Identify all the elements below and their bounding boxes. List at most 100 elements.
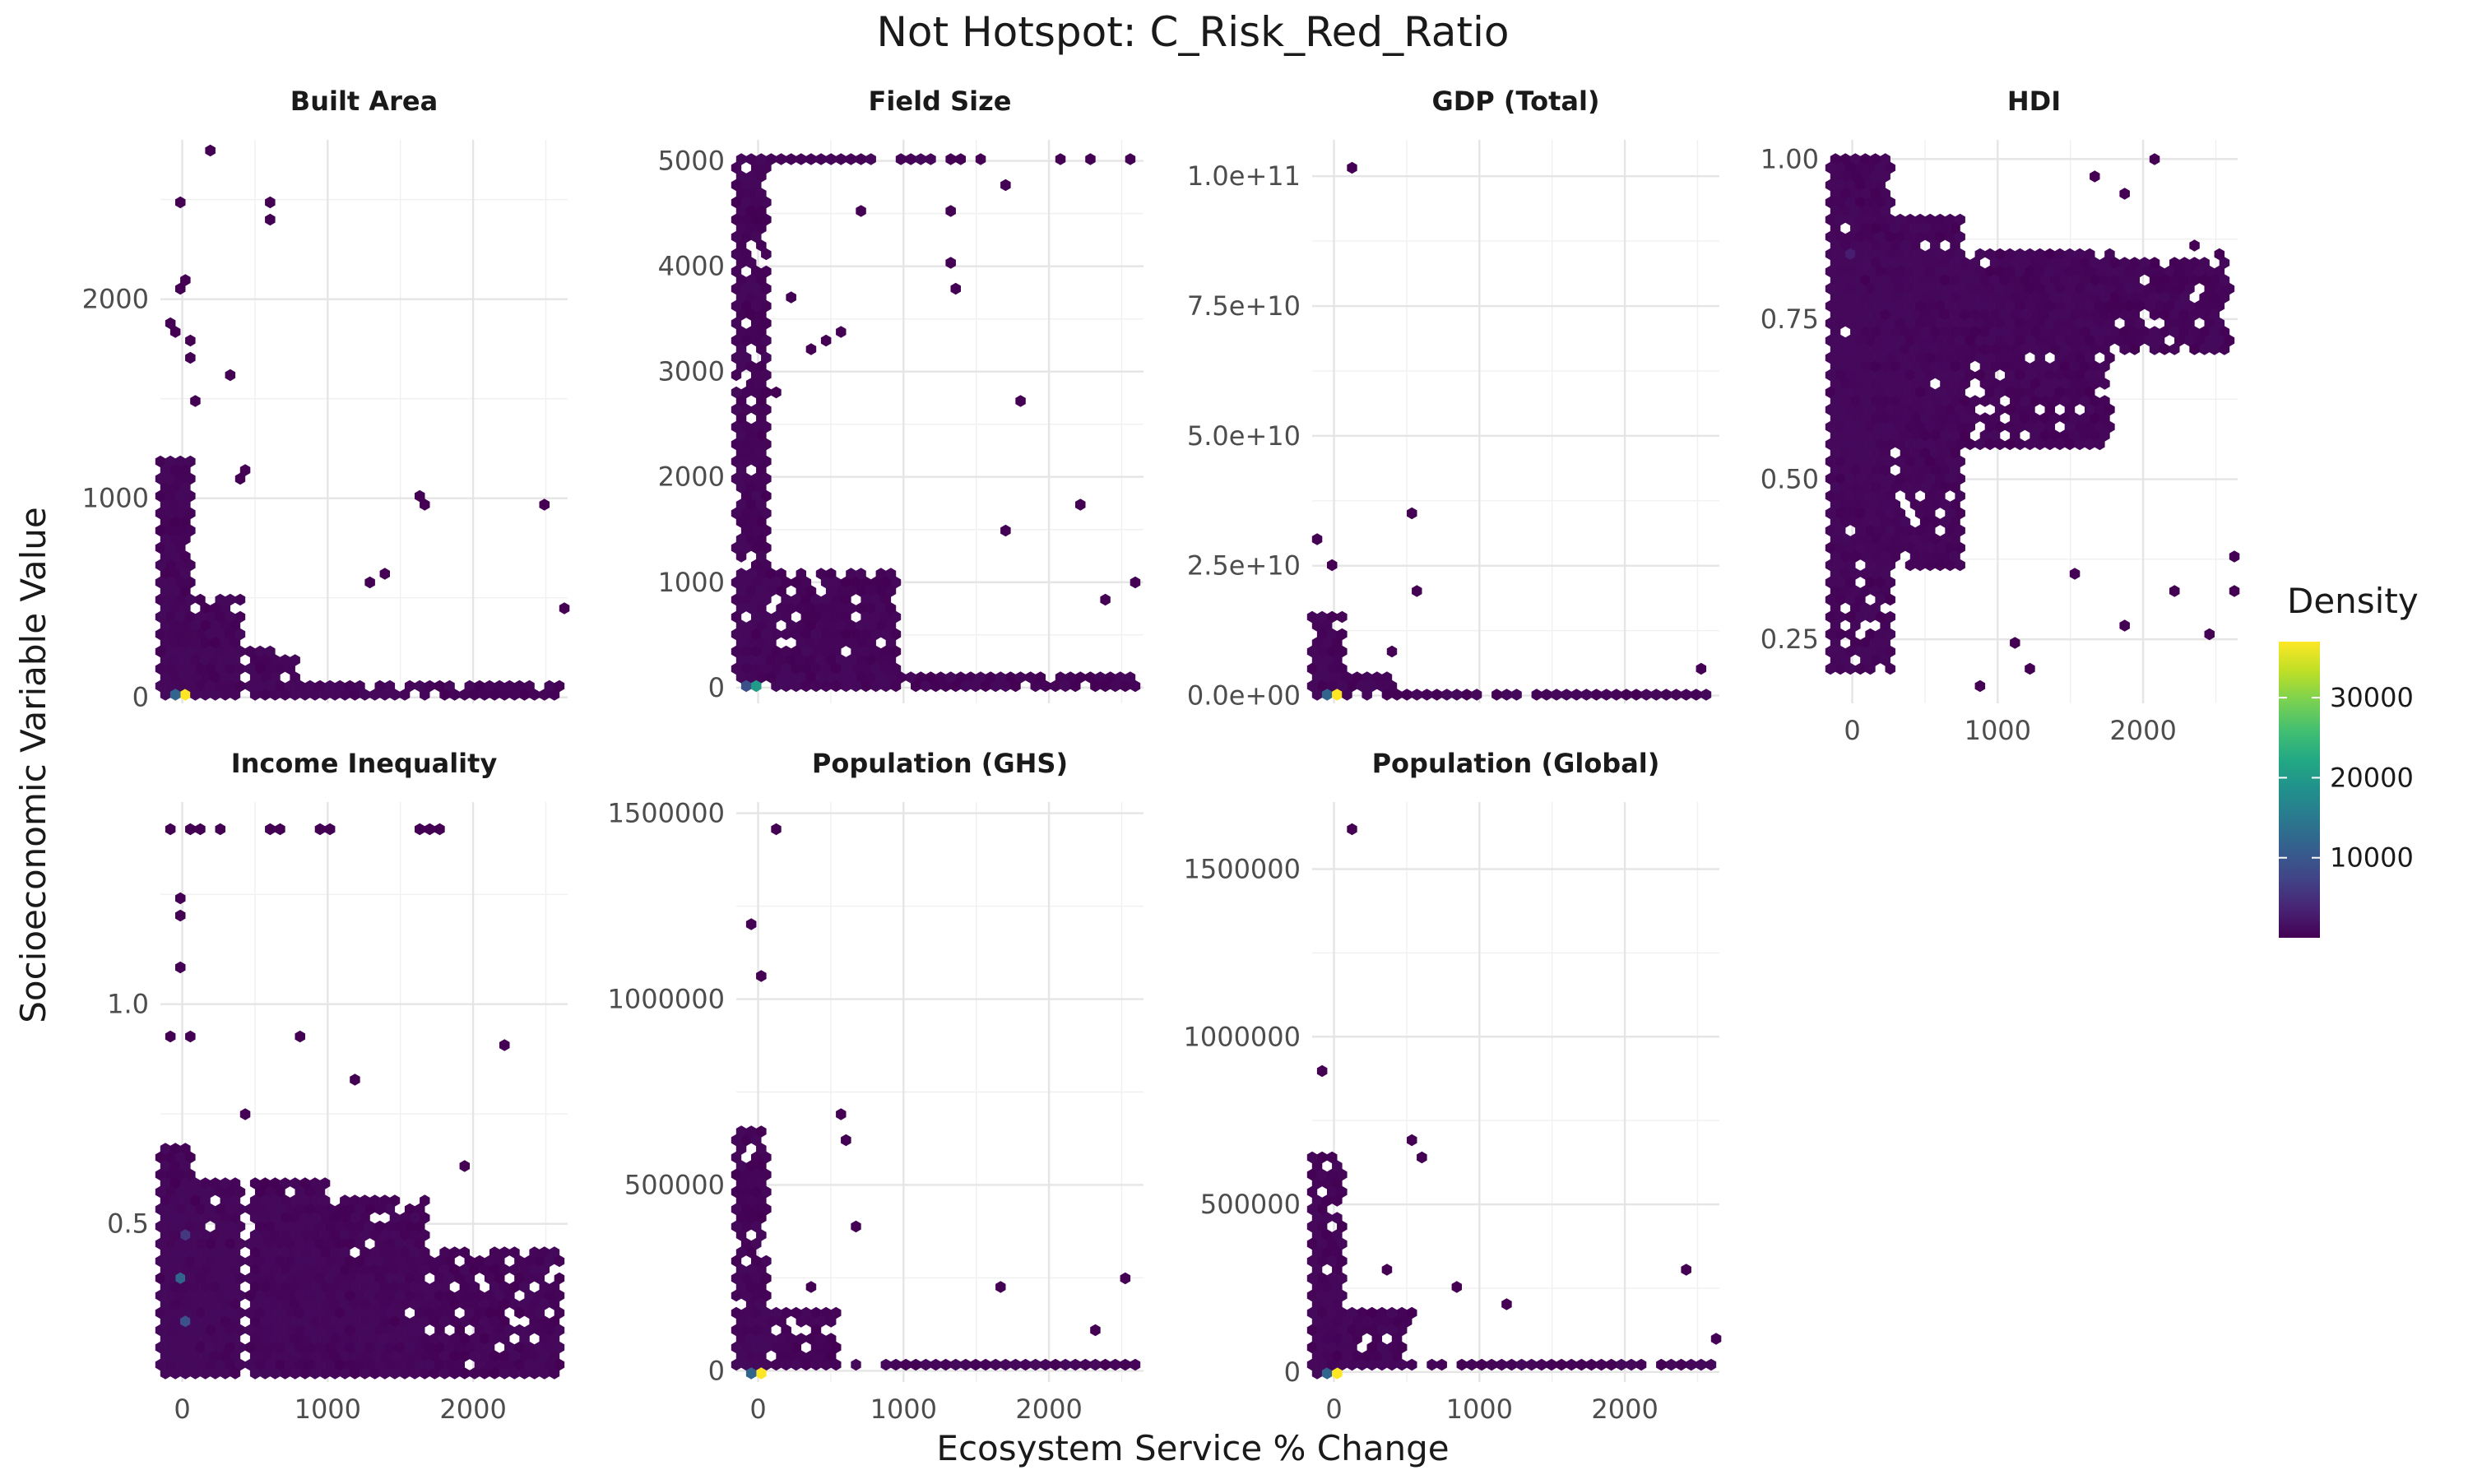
hexbin-cell (309, 1212, 321, 1224)
hexbin-cell (1100, 593, 1111, 606)
y-tick-label: 0 (708, 672, 725, 703)
hexbin-cell (239, 1108, 251, 1120)
hexbin-cell (1979, 274, 1991, 286)
y-tick-label: 1.0 (107, 989, 149, 1020)
hexbin-cell (1362, 689, 1372, 701)
hexbin-cell (1381, 1264, 1393, 1276)
hexbin-cell (345, 1358, 355, 1371)
y-tick-label: 1500000 (1183, 854, 1301, 885)
hexbin-cell (1120, 1272, 1131, 1285)
facet-panel: 0 1000 2000 Built Area (82, 86, 570, 713)
hexbin-cell (1085, 153, 1096, 165)
y-tick-label: 5.0e+10 (1187, 420, 1301, 452)
hexbin-layer (731, 153, 1141, 693)
facet-panel: 0 1000 2000 0.5 1.0 Income Inequality (107, 748, 568, 1425)
hexbin-cell (771, 386, 782, 399)
hexbin-cell (205, 1237, 216, 1250)
y-tick-label: 1000 (82, 483, 149, 514)
hexbin-layer (731, 823, 1141, 1380)
hexbin-cell (155, 628, 166, 641)
hexbin-cell (945, 257, 956, 269)
hexbin-cell (265, 196, 276, 209)
hexbin-cell (926, 153, 936, 165)
hexbin-cell (169, 1177, 181, 1190)
hexbin-cell (825, 1315, 837, 1328)
hexbin-cell (1327, 559, 1338, 572)
facet-strip-label: Built Area (290, 86, 438, 117)
facet-strip-label: Population (GHS) (812, 748, 1068, 779)
y-tick-label: 1.0e+11 (1187, 160, 1301, 192)
hexbin-cell (1919, 360, 1931, 373)
chart-title: Not Hotspot: C_Risk_Red_Ratio (877, 8, 1510, 56)
y-tick-label: 0.50 (1761, 464, 1819, 495)
x-tick-label: 1000 (870, 1394, 937, 1425)
legend-tick-label: 10000 (2330, 842, 2414, 874)
hexbin-cell (2219, 343, 2230, 355)
hexbin-cell (459, 1160, 470, 1172)
hexbin-cell (856, 205, 866, 217)
hexbin-cell (1451, 1281, 1462, 1293)
hexbin-cell (890, 679, 902, 693)
hexbin-cell (234, 472, 246, 485)
hexbin-cell (2169, 585, 2180, 597)
hexbin-cell (449, 689, 460, 701)
hexbin-cell (185, 1030, 196, 1043)
hexbin-cell (244, 1306, 256, 1319)
hexbin-cell (434, 823, 445, 836)
hexbin-cell (230, 1367, 241, 1380)
hexbin-cell (2095, 438, 2105, 451)
hexbin-cell (2010, 343, 2020, 355)
hexbin-cell (1471, 689, 1482, 701)
hexbin-cell (260, 1333, 271, 1345)
hexbin-cell (761, 248, 772, 261)
hexbin-cell (2189, 239, 2200, 252)
y-tick-label: 2000 (658, 461, 725, 493)
hexbin-cell (2034, 334, 2045, 347)
hexbin-cell (175, 892, 186, 905)
hexbin-cell (1311, 533, 1323, 545)
hexbin-cell (340, 1264, 350, 1276)
hexbin-cell (1875, 282, 1886, 295)
y-tick-label: 1000 (658, 567, 725, 598)
hexbin-cell (1332, 1194, 1343, 1207)
hexbin-cell (1705, 1358, 1717, 1371)
x-tick-label: 0 (1325, 1394, 1342, 1425)
hexbin-cell (1855, 507, 1866, 520)
y-tick-label: 1500000 (607, 798, 725, 829)
hexbin-cell (2010, 637, 2020, 649)
hexbin-cell (1865, 438, 1876, 451)
hexbin-cell (1960, 378, 1970, 390)
hexbin-cell (1696, 662, 1707, 675)
hexbin-cell (1839, 378, 1851, 390)
hexbin-cell (1316, 1064, 1328, 1078)
hexbin-cell (1130, 576, 1141, 589)
hexbin-cell (1407, 507, 1417, 520)
hexbin-cell (735, 637, 747, 649)
hexbin-cell (2129, 343, 2140, 355)
facet-strip-label: GDP (Total) (1431, 86, 1599, 117)
y-tick-label: 2000 (82, 284, 149, 315)
hexbin-cell (2010, 291, 2020, 304)
hexbin-cell (314, 823, 326, 836)
hexbin-cell (1316, 1324, 1328, 1337)
hexbin-cell (324, 823, 336, 836)
hexbin-cell (499, 1039, 510, 1051)
hexbin-cell (820, 334, 832, 347)
y-tick-label: 0 (132, 682, 149, 713)
hexbin-cell (190, 395, 201, 407)
hexbin-cell (1342, 689, 1352, 701)
hexbin-cell (1895, 317, 1906, 330)
hexbin-cell (1055, 153, 1066, 165)
hexbin-cell (2099, 378, 2110, 390)
hexbin-cell (1940, 274, 1951, 286)
hexbin-cell (1904, 299, 1916, 313)
facet-panel: 0 1000 2000 0 500000 1000000 1500000 Population… (607, 748, 1144, 1425)
hexbin-cell (2119, 188, 2130, 200)
hexbin-cell (851, 1358, 861, 1371)
hexbin-cell (175, 645, 186, 658)
x-tick-label: 2000 (1591, 1394, 1658, 1425)
hexbin-cell (820, 1358, 832, 1371)
hexbin-cell (1407, 1134, 1417, 1147)
facet-panel: 0 1000 2000 3000 4000 5000 Field Size (658, 86, 1144, 703)
hexbin-cell (1895, 403, 1906, 416)
